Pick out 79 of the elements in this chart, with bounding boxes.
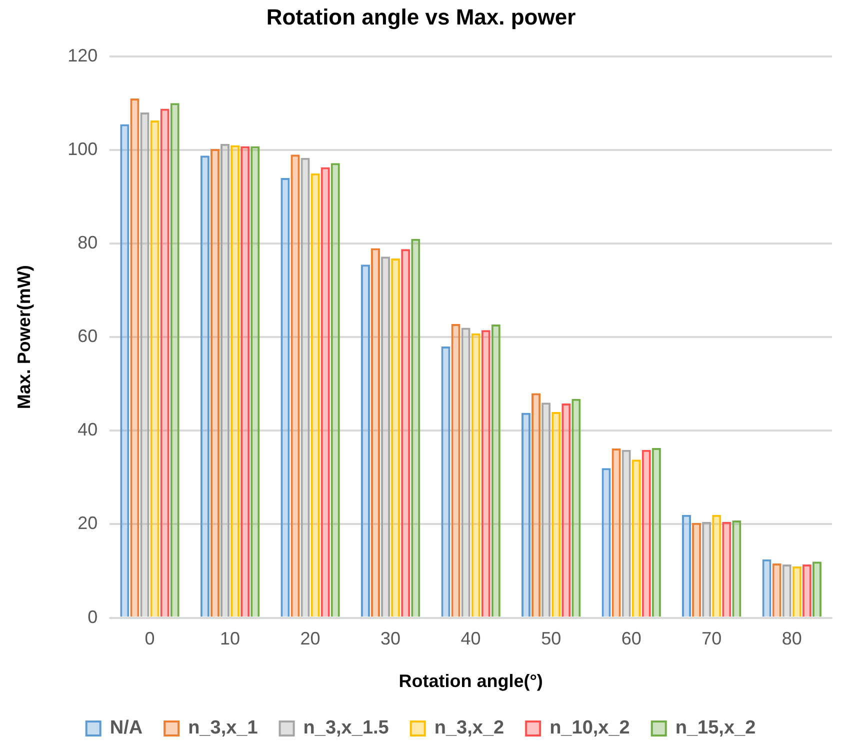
bar	[532, 393, 541, 617]
bar	[802, 564, 812, 617]
bar	[290, 154, 300, 617]
bar	[622, 450, 631, 617]
bar	[722, 522, 732, 617]
x-tick-label: 0	[144, 628, 155, 649]
y-tick-label: 80	[78, 232, 98, 252]
bar	[170, 103, 180, 617]
legend-label: n_3,x_2	[434, 718, 504, 739]
chart-title: Rotation angle vs Max. power	[266, 4, 576, 30]
bar	[220, 144, 230, 617]
y-tick-label: 0	[88, 606, 98, 627]
bar	[310, 173, 320, 617]
legend-label: n_10,x_2	[550, 718, 630, 739]
bar	[491, 324, 500, 617]
bar	[360, 264, 370, 617]
bar	[562, 404, 571, 617]
bar	[120, 124, 130, 617]
bar	[230, 145, 240, 617]
bar	[632, 460, 641, 617]
bar	[782, 564, 792, 617]
bar	[692, 522, 702, 617]
bar	[521, 412, 531, 617]
bar	[552, 412, 561, 617]
bar	[381, 256, 390, 617]
x-tick-label: 60	[621, 628, 642, 649]
bar	[441, 346, 450, 617]
x-tick-label: 70	[702, 628, 722, 649]
bar	[401, 249, 410, 617]
bar	[732, 520, 742, 617]
y-tick-label: 120	[68, 45, 98, 66]
bar	[542, 402, 551, 617]
x-tick-label: 20	[300, 628, 320, 649]
x-tick-label: 10	[220, 628, 240, 649]
bar	[772, 564, 782, 617]
bar	[471, 333, 480, 617]
bar	[682, 514, 692, 617]
bar	[210, 149, 220, 617]
legend-label: n_3,x_1.5	[303, 718, 390, 739]
x-tick-label: 80	[782, 628, 802, 649]
x-tick-label: 50	[541, 628, 562, 649]
legend-label: n_3,x_1	[188, 718, 258, 739]
bar	[411, 238, 420, 617]
bar	[330, 163, 340, 617]
bar	[572, 398, 581, 617]
y-tick-label: 20	[78, 513, 98, 534]
bar	[300, 158, 310, 617]
y-tick-label: 100	[68, 138, 98, 159]
bar	[612, 448, 621, 617]
bar	[160, 108, 170, 617]
x-tick-label: 40	[460, 628, 481, 649]
bar	[280, 178, 290, 617]
y-axis-title: Max. Power(mW)	[14, 265, 34, 410]
bar	[652, 448, 661, 617]
bar	[602, 468, 611, 617]
bar	[130, 98, 140, 617]
bar	[642, 450, 651, 617]
bar	[240, 146, 250, 617]
legend-label: N/A	[110, 718, 143, 739]
legend-label: n_15,x_2	[675, 718, 756, 739]
bar	[451, 324, 460, 617]
x-tick-label: 30	[380, 628, 401, 649]
bar	[370, 248, 380, 617]
bar	[461, 328, 470, 617]
bar	[792, 566, 802, 617]
bar	[812, 562, 822, 617]
bar	[702, 522, 712, 617]
bar	[200, 156, 210, 617]
x-axis-title: Rotation angle(°)	[398, 671, 543, 692]
bar	[712, 514, 722, 617]
bar	[150, 120, 160, 617]
bar	[140, 112, 150, 617]
bar	[250, 146, 260, 617]
bar	[320, 167, 330, 617]
bar	[762, 559, 772, 617]
y-tick-label: 40	[78, 420, 98, 440]
bar	[481, 330, 490, 617]
y-tick-label: 60	[78, 326, 98, 346]
bar	[391, 258, 400, 617]
